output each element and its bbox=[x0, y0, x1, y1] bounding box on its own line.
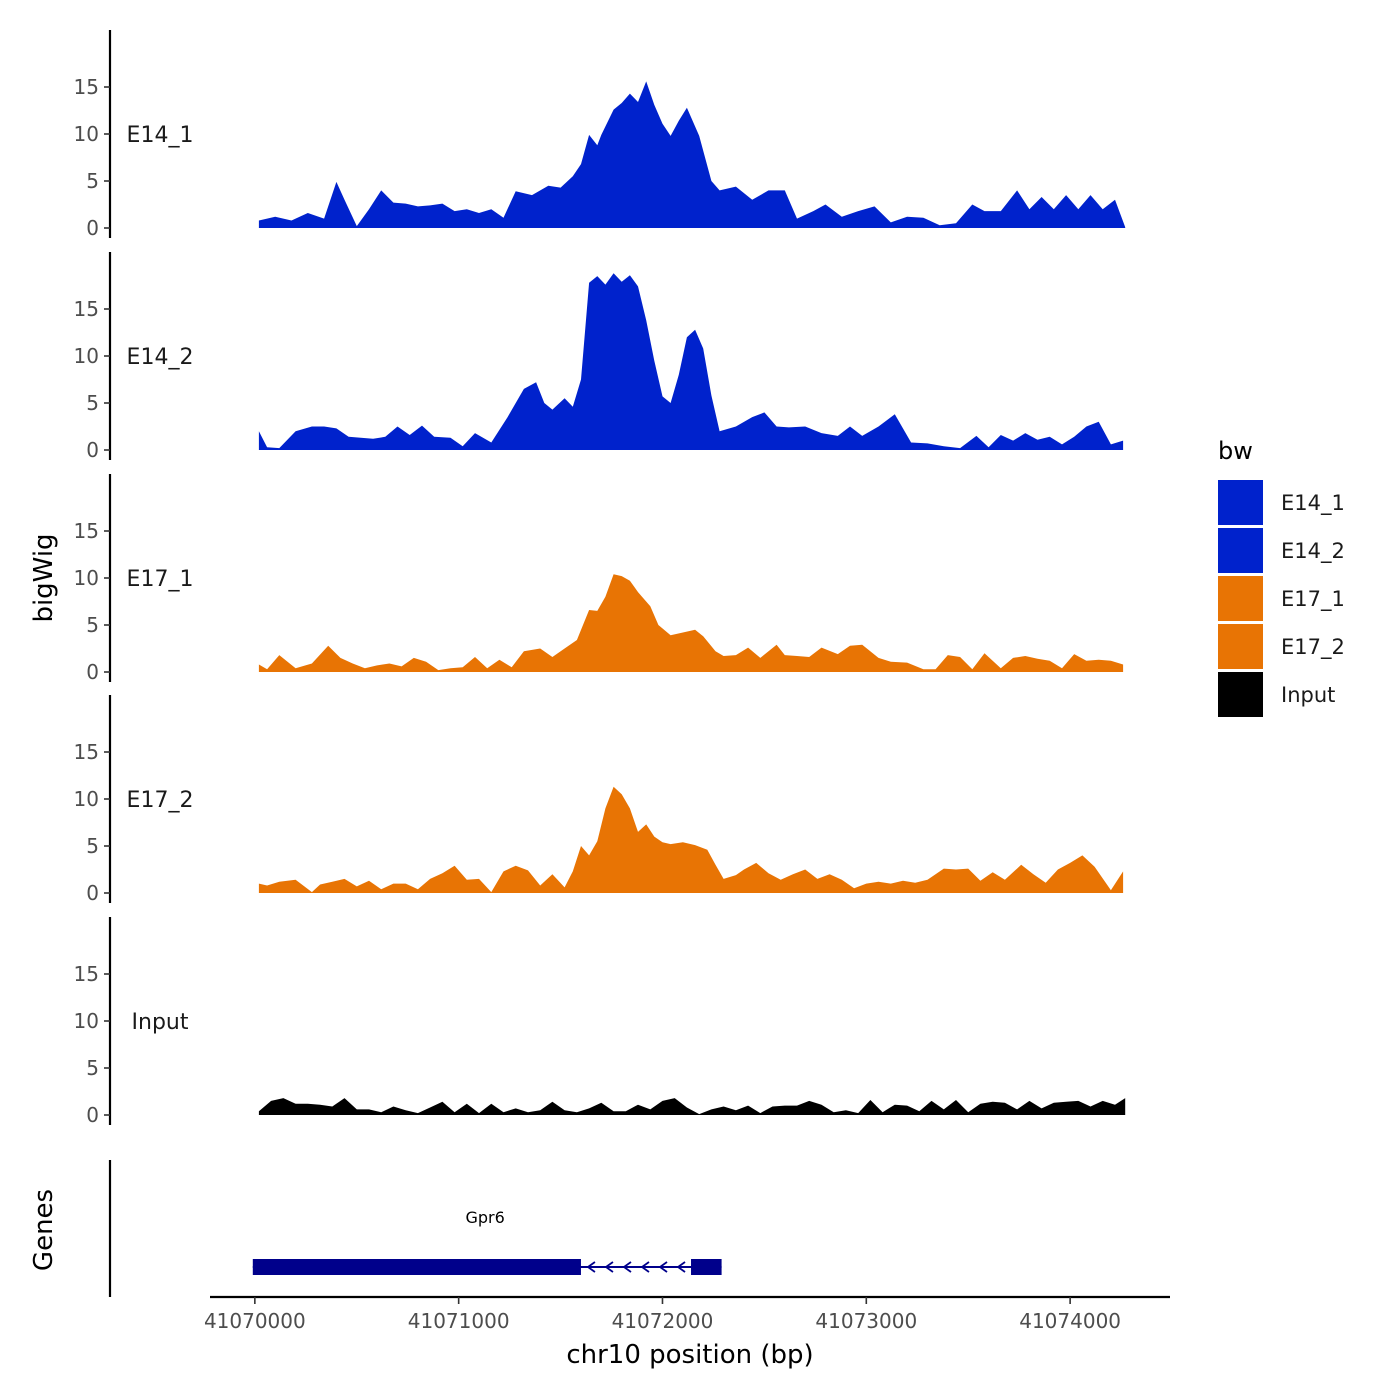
signal-area-e17-1 bbox=[258, 574, 1124, 672]
strand-arrow bbox=[658, 1261, 668, 1273]
legend-swatch-input bbox=[1218, 672, 1263, 717]
y-tick-label: 0 bbox=[86, 438, 99, 462]
gene-exon bbox=[252, 1259, 581, 1275]
y-tick-label: 5 bbox=[86, 169, 99, 193]
gene-exon bbox=[691, 1259, 722, 1275]
y-tick-label: 15 bbox=[74, 962, 99, 986]
y-tick-label: 15 bbox=[74, 519, 99, 543]
strand-arrow bbox=[604, 1261, 614, 1273]
legend-swatch-e14-1 bbox=[1218, 480, 1263, 525]
track-e17-1: 0 5 10 15 E17_1 bbox=[74, 474, 1124, 684]
track-e17-2: 0 5 10 15 E17_2 bbox=[74, 695, 1124, 905]
strand-arrow bbox=[622, 1261, 632, 1273]
x-tick-label: 41074000 bbox=[1019, 1309, 1121, 1333]
track-label: Input bbox=[132, 1010, 189, 1035]
legend-swatch-e14-2 bbox=[1218, 528, 1263, 573]
track-input: 0 5 10 15 Input bbox=[74, 917, 1126, 1127]
y-tick-label: 10 bbox=[74, 787, 99, 811]
track-label: E14_1 bbox=[127, 123, 194, 148]
legend: bw E14_1 E14_2 E17_1 E17_2 Input bbox=[1218, 437, 1345, 717]
track-label: E17_2 bbox=[127, 788, 194, 813]
track-label: E17_1 bbox=[127, 567, 194, 592]
signal-area-e14-2 bbox=[258, 273, 1124, 450]
x-tick-label: 41073000 bbox=[815, 1309, 917, 1333]
signal-area-e17-2 bbox=[258, 786, 1124, 893]
legend-swatch-e17-1 bbox=[1218, 576, 1263, 621]
genes-axis-title: Genes bbox=[29, 1189, 59, 1271]
y-tick-label: 10 bbox=[74, 344, 99, 368]
signal-area-input bbox=[258, 1098, 1126, 1115]
track-e14-1: 0 5 10 15 E14_1 bbox=[74, 30, 1126, 240]
gene-name-label: Gpr6 bbox=[466, 1208, 505, 1227]
legend-label: E17_2 bbox=[1281, 635, 1345, 660]
track-label: E14_2 bbox=[127, 345, 194, 370]
track-e14-2: 0 5 10 15 E14_2 bbox=[74, 252, 1124, 462]
signal-area-e14-1 bbox=[258, 81, 1126, 229]
legend-label: E14_2 bbox=[1281, 539, 1345, 564]
legend-label: E14_1 bbox=[1281, 491, 1345, 516]
y-tick-label: 5 bbox=[86, 1056, 99, 1080]
y-tick-label: 5 bbox=[86, 391, 99, 415]
strand-arrow bbox=[676, 1261, 686, 1273]
x-axis: 41070000 41071000 41072000 41073000 41074000 bbox=[204, 1295, 1170, 1333]
y-tick-label: 5 bbox=[86, 834, 99, 858]
y-tick-label: 15 bbox=[74, 740, 99, 764]
y-tick-label: 0 bbox=[86, 216, 99, 240]
y-axis-title: bigWig bbox=[29, 533, 59, 622]
x-axis-title: chr10 position (bp) bbox=[566, 1340, 813, 1370]
y-tick-label: 10 bbox=[74, 122, 99, 146]
legend-label: E17_1 bbox=[1281, 587, 1345, 612]
y-tick-label: 10 bbox=[74, 566, 99, 590]
y-tick-label: 0 bbox=[86, 1103, 99, 1127]
gene-track: Gpr6 bbox=[108, 1160, 722, 1297]
legend-title: bw bbox=[1218, 437, 1253, 465]
y-tick-label: 0 bbox=[86, 660, 99, 684]
y-tick-label: 5 bbox=[86, 613, 99, 637]
y-tick-label: 15 bbox=[74, 75, 99, 99]
x-tick-label: 41072000 bbox=[612, 1309, 714, 1333]
strand-arrow bbox=[586, 1261, 596, 1273]
legend-label: Input bbox=[1281, 683, 1335, 707]
x-tick-label: 41071000 bbox=[408, 1309, 510, 1333]
x-tick-label: 41070000 bbox=[204, 1309, 306, 1333]
y-tick-label: 15 bbox=[74, 297, 99, 321]
signal-tracks: 0 5 10 15 E14_1 0 5 10 15 E14_2 0 5 10 15 E17_1 0 5 10 15 E… bbox=[74, 30, 1126, 1127]
strand-arrow bbox=[640, 1261, 650, 1273]
legend-swatch-e17-2 bbox=[1218, 624, 1263, 669]
y-tick-label: 10 bbox=[74, 1009, 99, 1033]
y-tick-label: 0 bbox=[86, 881, 99, 905]
